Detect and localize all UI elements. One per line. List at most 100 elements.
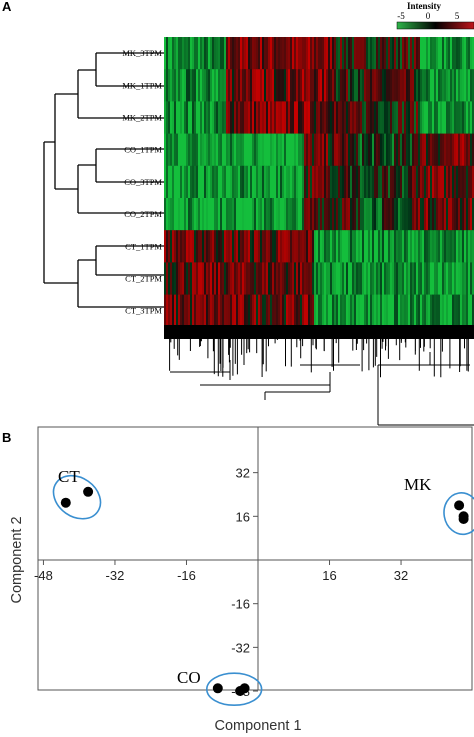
heatmap-cell (410, 262, 413, 295)
heatmap-cell (330, 133, 333, 167)
heatmap-cell (348, 37, 351, 70)
heatmap-cell (232, 230, 235, 263)
heatmap-cell (274, 101, 277, 134)
heatmap-cell (196, 133, 199, 167)
heatmap-cell (308, 198, 311, 231)
heatmap-cell (312, 262, 315, 295)
heatmap-cell (346, 262, 349, 295)
heatmap-cell (460, 101, 463, 134)
heatmap-cell (406, 294, 409, 328)
heatmap-cell (320, 69, 323, 102)
heatmap-cell (242, 294, 245, 328)
heatmap-cell (304, 69, 307, 102)
heatmap-cell (234, 230, 237, 263)
heatmap-cell (266, 294, 269, 328)
heatmap-cell (442, 230, 445, 263)
heatmap-cell (214, 230, 217, 263)
heatmap-cell (404, 133, 407, 167)
heatmap-cell (344, 133, 347, 167)
heatmap-cell (386, 69, 389, 102)
heatmap-cell (200, 262, 203, 295)
heatmap-cell (472, 294, 474, 328)
heatmap-cell (354, 294, 357, 328)
heatmap-cell (208, 294, 211, 328)
heatmap-cell (196, 294, 199, 328)
heatmap-cell (164, 133, 167, 167)
heatmap-cell (228, 69, 231, 102)
heatmap-cell (272, 165, 275, 199)
heatmap-cell (422, 262, 425, 295)
heatmap-cell (208, 165, 211, 199)
heatmap-cell (460, 294, 463, 328)
heatmap-cell (244, 101, 247, 134)
heatmap-cell (332, 133, 335, 167)
heatmap-cell (258, 69, 261, 102)
heatmap-cell (212, 294, 215, 328)
group-label-mk: MK (404, 475, 432, 494)
heatmap-cell (318, 165, 321, 199)
heatmap-cell (336, 133, 339, 167)
heatmap-cell (286, 230, 289, 263)
heatmap-cell (362, 133, 365, 167)
heatmap-cell (436, 133, 439, 167)
heatmap-cell (228, 230, 231, 263)
heatmap-cell (360, 37, 363, 70)
heatmap-cell (376, 133, 379, 167)
heatmap-cell (310, 230, 313, 263)
heatmap-cell (290, 37, 293, 70)
heatmap-cell (196, 101, 199, 134)
heatmap-cell (238, 101, 241, 134)
heatmap-cell (396, 294, 399, 328)
heatmap-cell (434, 69, 437, 102)
heatmap-cell (442, 198, 445, 231)
heatmap-cell (224, 294, 227, 328)
heatmap-cell (314, 262, 317, 295)
heatmap-cell (230, 69, 233, 102)
heatmap-cell (294, 262, 297, 295)
heatmap-cell (332, 37, 335, 70)
heatmap-cell (254, 198, 257, 231)
heatmap-cell (396, 230, 399, 263)
heatmap-cell (424, 37, 427, 70)
heatmap-cell (316, 230, 319, 263)
heatmap-cell (258, 133, 261, 167)
heatmap-cell (202, 165, 205, 199)
heatmap-cell (360, 262, 363, 295)
heatmap-cell (382, 230, 385, 263)
heatmap-cell (166, 230, 169, 263)
heatmap-cell (310, 101, 313, 134)
heatmap-cell (310, 69, 313, 102)
heatmap-cell (458, 198, 461, 231)
heatmap-cell (218, 230, 221, 263)
heatmap-cell (198, 262, 201, 295)
heatmap-cell (420, 262, 423, 295)
heatmap-cell (412, 101, 415, 134)
intensity-scale: Intensity -5 0 5 (396, 1, 474, 30)
heatmap-cell (314, 133, 317, 167)
heatmap-cell (458, 165, 461, 199)
heatmap-cell (184, 69, 187, 102)
heatmap-cell (414, 262, 417, 295)
heatmap-cell (176, 69, 179, 102)
heatmap-cell (282, 230, 285, 263)
heatmap-cell (260, 133, 263, 167)
heatmap-cell (280, 101, 283, 134)
heatmap-cell (256, 198, 259, 231)
heatmap-cell (230, 37, 233, 70)
heatmap-cell (332, 294, 335, 328)
heatmap-cell (316, 37, 319, 70)
heatmap-cell (168, 101, 171, 134)
heatmap-cell (454, 294, 457, 328)
heatmap-cell (312, 165, 315, 199)
heatmap-cell (384, 37, 387, 70)
heatmap-cell (384, 133, 387, 167)
heatmap-cell (386, 294, 389, 328)
heatmap-cell (400, 230, 403, 263)
heatmap-cell (268, 133, 271, 167)
heatmap-cell (288, 101, 291, 134)
heatmap-cell (224, 165, 227, 199)
heatmap-cell (356, 262, 359, 295)
heatmap-cell (386, 198, 389, 231)
heatmap-cell (174, 37, 177, 70)
x-tick-label: -48 (34, 568, 53, 583)
